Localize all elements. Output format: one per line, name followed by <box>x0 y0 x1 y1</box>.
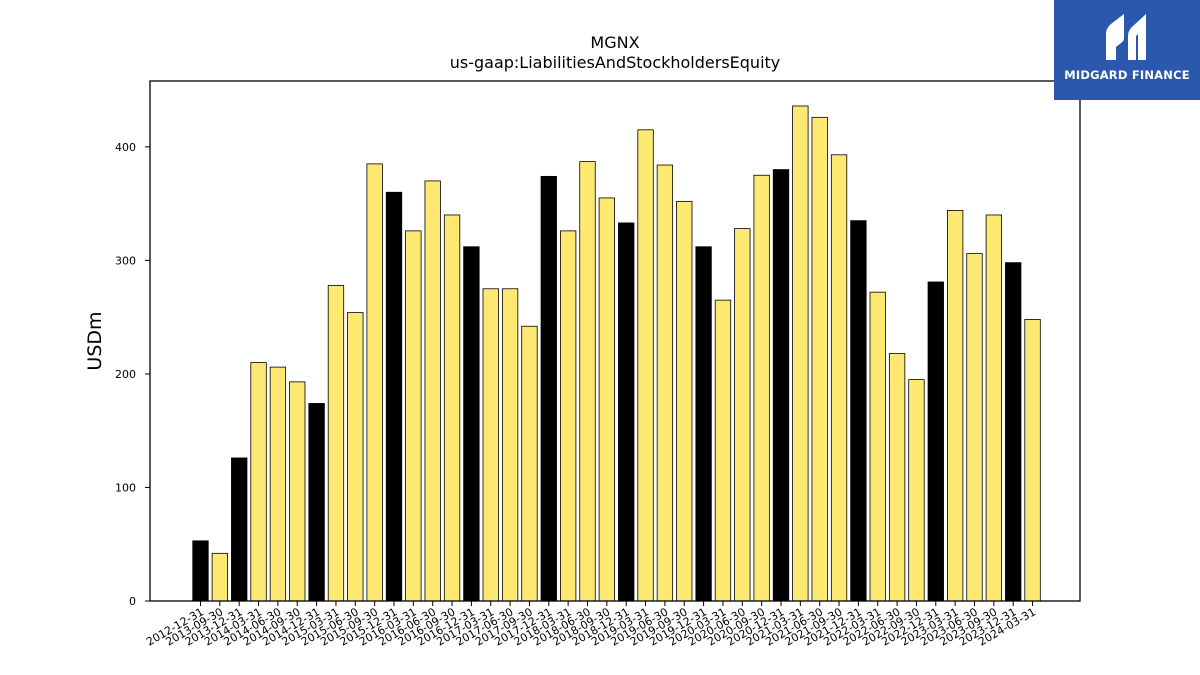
bar-2022-03-31 <box>869 291 886 602</box>
bar-2023-06-30 <box>966 253 983 602</box>
bar-2016-06-30 <box>424 180 441 602</box>
y-tick-label: 0 <box>129 595 136 608</box>
bar-2021-03-31 <box>792 105 809 602</box>
bar-2023-09-30 <box>985 214 1002 602</box>
bar-2021-09-30 <box>830 154 848 602</box>
bar-2018-09-30 <box>598 197 615 602</box>
bar-2019-03-31 <box>637 129 654 602</box>
bar-2018-06-30 <box>579 161 596 602</box>
bar-2023-12-31 <box>1005 262 1022 602</box>
bar-2020-12-31 <box>772 169 790 602</box>
bar-2019-12-31 <box>695 246 712 602</box>
bar-2017-06-30 <box>501 288 519 602</box>
bar-2014-09-30 <box>289 381 306 602</box>
bar-2024-03-31 <box>1024 319 1041 602</box>
y-tick-label: 400 <box>115 141 136 154</box>
bar-2016-03-31 <box>405 230 422 602</box>
bar-2017-09-30 <box>521 325 538 602</box>
bar-2016-09-30 <box>443 214 461 602</box>
midgard-m-logo-icon <box>1106 14 1146 60</box>
bar-2013-09-30 <box>211 552 229 602</box>
bar-2023-03-31 <box>947 210 964 602</box>
bar-2019-09-30 <box>676 200 693 602</box>
brand-name: MIDGARD FINANCE <box>1064 68 1190 82</box>
bar-2016-12-31 <box>463 246 480 602</box>
y-axis-ticks: 0 100 200 300 400 <box>115 141 150 608</box>
bar-2020-09-30 <box>753 174 770 602</box>
bar-2022-12-31 <box>927 281 944 602</box>
bar-2018-12-31 <box>618 222 635 602</box>
bars-group <box>192 105 1041 602</box>
bar-2017-12-31 <box>540 175 557 602</box>
bar-2021-06-30 <box>811 116 828 602</box>
bar-2020-06-30 <box>734 228 751 602</box>
bar-2019-06-30 <box>656 164 674 602</box>
y-tick-label: 200 <box>115 368 136 381</box>
bar-2020-03-31 <box>714 299 732 602</box>
y-axis-label: USDm <box>84 311 106 370</box>
bar-2018-03-31 <box>560 230 577 602</box>
bar-2015-09-30 <box>366 163 383 602</box>
y-tick-label: 100 <box>115 481 136 494</box>
y-tick-label: 300 <box>115 254 136 267</box>
plot-frame <box>149 80 1081 602</box>
bar-2014-12-31 <box>308 403 325 602</box>
bar-2015-03-31 <box>327 284 345 602</box>
bar-2012-12-31 <box>192 540 209 602</box>
bar-2022-09-30 <box>908 379 925 602</box>
bar-2021-12-31 <box>850 220 867 602</box>
brand-logo: MIDGARD FINANCE <box>1054 0 1200 100</box>
bar-2022-06-30 <box>888 353 906 602</box>
bar-2015-12-31 <box>385 191 403 602</box>
x-axis-ticks: 2012-12-312013-09-302013-12-312014-03-31… <box>144 601 1038 649</box>
bar-2013-12-31 <box>231 457 248 602</box>
bar-2014-03-31 <box>250 362 267 602</box>
chart-subtitle: us-gaap:LiabilitiesAndStockholdersEquity <box>450 53 781 72</box>
bar-2017-03-31 <box>482 288 499 602</box>
bar-2015-06-30 <box>347 312 364 602</box>
chart-title: MGNX <box>590 33 639 52</box>
bar-2014-06-30 <box>269 366 287 602</box>
